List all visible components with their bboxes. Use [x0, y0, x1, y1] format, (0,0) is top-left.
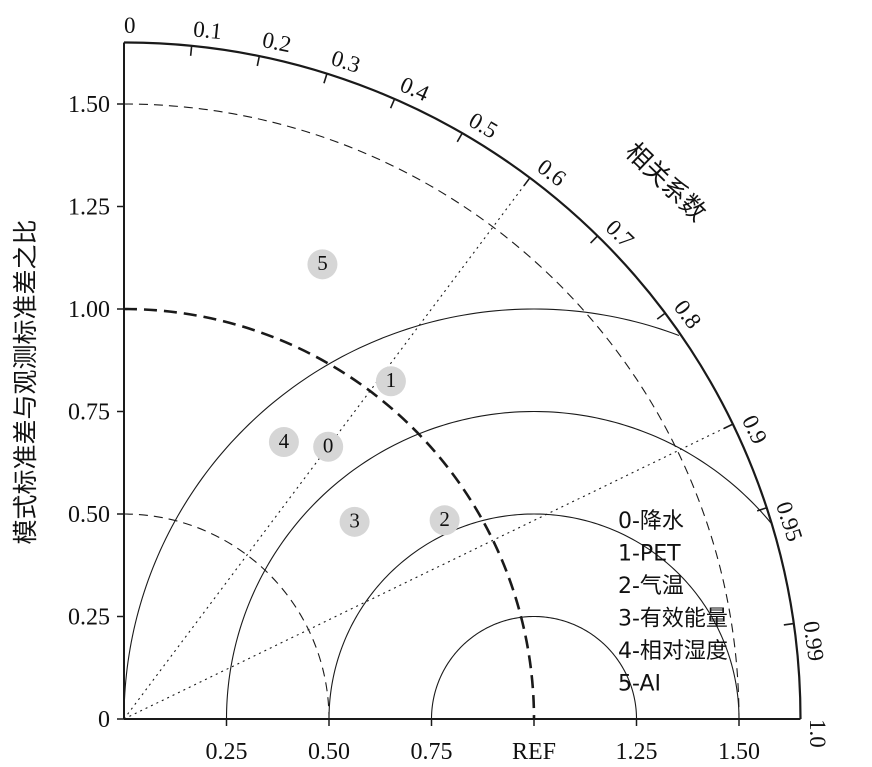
correlation-tick-label: 0 [124, 13, 136, 38]
y-tick-label: 0 [98, 707, 110, 733]
legend: 0-降水 1-PET 2-气温 3-有效能量 4-相对湿度 5-AI [618, 509, 728, 697]
data-point-2: 2 [429, 505, 460, 536]
correlation-tick-0.9 [723, 423, 734, 430]
y-axis-title: 模式标准差与观测标准差之比 [11, 219, 40, 544]
correlation-tick-0.4 [389, 98, 396, 109]
correlation-tick-0.99 [783, 622, 794, 626]
correlation-tick-label: 0.7 [601, 215, 639, 253]
data-point-0: 0 [313, 431, 344, 462]
correlation-tick-label: 0.1 [192, 16, 223, 44]
correlation-tick-0.6 [523, 177, 531, 187]
correlation-tick-0.2 [256, 56, 261, 67]
point-label: 4 [279, 429, 290, 453]
std-ratio-arc-1 [123, 307, 536, 720]
point-marker [307, 249, 338, 280]
point-marker [375, 366, 406, 397]
rmsd-arc-0.5 [328, 513, 740, 720]
outer-arc [123, 41, 802, 720]
correlation-tick-0.3 [323, 73, 328, 84]
std-ratio-arc-0.5 [123, 513, 330, 720]
point-marker [313, 431, 344, 462]
point-label: 3 [349, 509, 360, 533]
correlation-tick-0.7 [589, 235, 599, 244]
correlation-tick-label: 0.6 [533, 154, 571, 191]
y-tick-label: 0.75 [68, 400, 110, 426]
points-layer: 0 1 2 3 4 5 [268, 249, 460, 537]
legend-entry: 5-AI [618, 672, 661, 697]
correlation-axis-title: 相关系数 [620, 137, 712, 227]
correlation-tick-label: 0.3 [328, 45, 363, 77]
std-ratio-arc-1.5 [123, 103, 740, 720]
axes-layer [117, 41, 802, 726]
x-tick-label: 0.50 [308, 739, 350, 765]
data-point-4: 4 [268, 427, 299, 458]
y-tick-label: 1.00 [68, 297, 110, 323]
correlation-tick-label: 0.8 [669, 295, 706, 333]
correlation-tick-label: 1.0 [805, 719, 830, 748]
rmsd-arc-0.75 [225, 410, 772, 720]
data-point-3: 3 [339, 506, 370, 537]
y-tick-label: 0.50 [68, 502, 110, 528]
correlation-tick-label: 0.99 [798, 619, 828, 662]
grid-layer [123, 103, 772, 720]
x-tick-label: REF [512, 739, 556, 765]
legend-entry: 1-PET [618, 542, 681, 567]
legend-entry: 0-降水 [618, 509, 684, 534]
legend-entry: 4-相对湿度 [618, 639, 728, 664]
legend-entry: 2-气温 [618, 574, 684, 599]
y-tick-label: 0.25 [68, 605, 110, 631]
y-tick-label: 1.50 [68, 92, 110, 118]
rmsd-arc-1 [123, 308, 680, 720]
correlation-tick-0.8 [656, 312, 666, 320]
data-point-5: 5 [307, 249, 338, 280]
point-marker [429, 505, 460, 536]
x-tick-label: 0.25 [206, 739, 248, 765]
correlation-tick-label: 0.2 [260, 27, 293, 57]
point-label: 0 [323, 434, 334, 458]
point-label: 1 [386, 368, 397, 392]
x-tick-label: 1.25 [616, 739, 658, 765]
correlation-tick-0.95 [756, 507, 767, 512]
point-marker [339, 506, 370, 537]
point-label: 2 [439, 507, 450, 531]
point-label: 5 [317, 251, 328, 275]
x-tick-label: 0.75 [411, 739, 453, 765]
y-tick-label: 1.25 [68, 195, 110, 221]
correlation-tick-0.5 [456, 132, 463, 143]
point-marker [268, 427, 299, 458]
correlation-tick-0.1 [189, 45, 193, 56]
x-tick-label: 1.50 [718, 739, 760, 765]
rmsd-arc-0.25 [430, 615, 638, 720]
data-point-1: 1 [375, 366, 406, 397]
legend-entry: 3-有效能量 [618, 607, 728, 632]
